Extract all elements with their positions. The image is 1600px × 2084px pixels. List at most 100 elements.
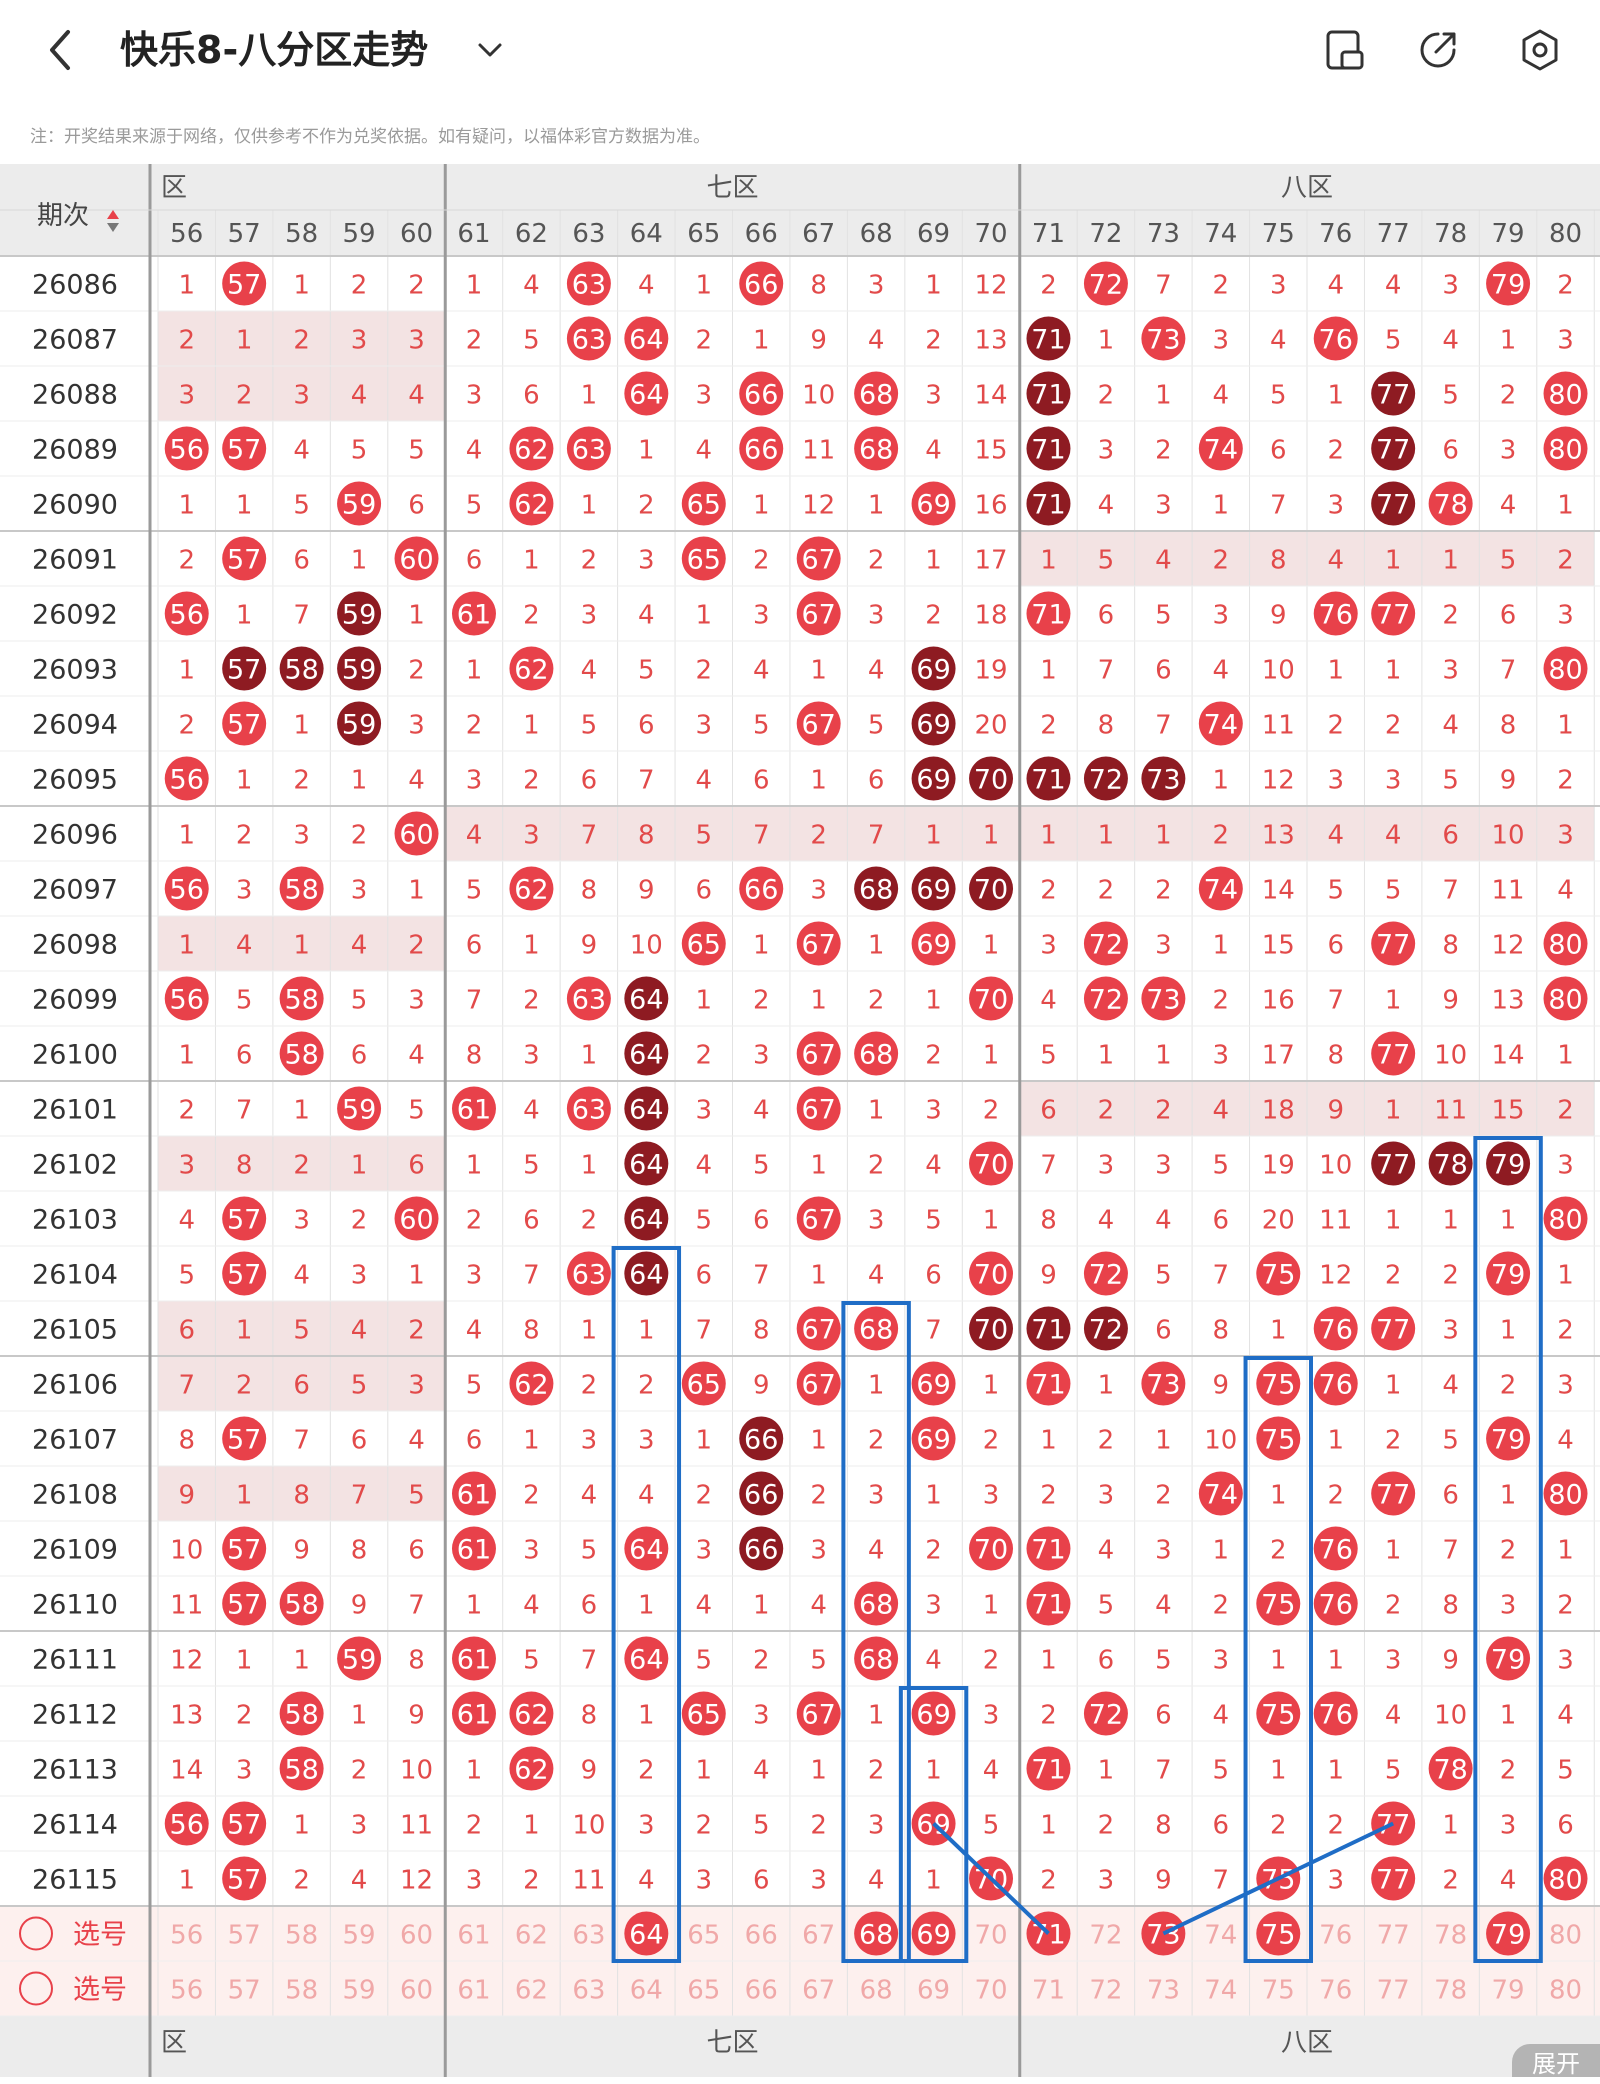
miss-count: 4 [1155, 1591, 1172, 1621]
ball-number: 66 [744, 435, 778, 466]
pick-number[interactable]: 56 [170, 1976, 203, 2006]
pick-number[interactable]: 66 [745, 1921, 778, 1951]
pick-number[interactable]: 69 [917, 1976, 950, 2006]
pick-number[interactable]: 77 [1377, 1976, 1410, 2006]
pick-number[interactable]: 62 [515, 1976, 548, 2006]
layout-toggle-icon[interactable] [1320, 26, 1368, 74]
pick-number[interactable]: 80 [1549, 1921, 1582, 1951]
pick-number[interactable]: 70 [974, 1976, 1007, 2006]
pick-number[interactable]: 76 [1319, 1921, 1352, 1951]
drawn-ball [1083, 756, 1128, 801]
pick-number[interactable]: 74 [1204, 1976, 1237, 2006]
miss-count: 1 [293, 271, 310, 301]
pick-number[interactable]: 66 [745, 1976, 778, 2006]
drawn-ball [796, 921, 841, 966]
pick-number[interactable]: 65 [687, 1976, 720, 2006]
selected-ball[interactable] [1486, 1911, 1531, 1956]
pick-number[interactable]: 67 [802, 1976, 835, 2006]
pick-number[interactable]: 58 [285, 1921, 318, 1951]
pick-number[interactable]: 64 [630, 1976, 663, 2006]
ball-number: 63 [572, 435, 606, 466]
selected-ball[interactable] [1256, 1911, 1301, 1956]
trend-line [1162, 1821, 1395, 1936]
drawn-ball [911, 756, 956, 801]
miss-count: 4 [236, 931, 253, 961]
miss-count: 4 [1442, 326, 1459, 356]
pick-number[interactable]: 59 [343, 1921, 376, 1951]
pick-number[interactable]: 77 [1377, 1921, 1410, 1951]
share-icon[interactable] [1414, 26, 1462, 74]
pick-number[interactable]: 71 [1032, 1976, 1065, 2006]
pick-number[interactable]: 60 [400, 1921, 433, 1951]
miss-count: 3 [1327, 1866, 1344, 1896]
pick-radio[interactable] [19, 1971, 53, 2006]
pick-number[interactable]: 59 [343, 1976, 376, 2006]
pick-radio[interactable] [19, 1916, 53, 1951]
miss-count: 1 [1098, 821, 1115, 851]
selected-ball[interactable] [854, 1911, 899, 1956]
miss-count: 15 [1492, 1096, 1525, 1126]
miss-count: 5 [1442, 766, 1459, 796]
drawn-ball [1543, 371, 1588, 416]
pick-number[interactable]: 72 [1089, 1921, 1122, 1951]
expand-button[interactable]: 展开 [1512, 2044, 1600, 2078]
miss-count: 2 [983, 1646, 1000, 1676]
pick-number[interactable]: 68 [860, 1976, 893, 2006]
drawn-ball [1026, 1306, 1071, 1351]
pick-number[interactable]: 61 [457, 1976, 490, 2006]
pick-number[interactable]: 65 [687, 1921, 720, 1951]
selected-number[interactable]: 73 [1146, 1920, 1180, 1951]
ball-number: 62 [514, 1370, 548, 1401]
miss-count: 4 [1557, 1426, 1574, 1456]
pick-number[interactable]: 67 [802, 1921, 835, 1951]
pick-number[interactable]: 70 [974, 1921, 1007, 1951]
pick-number[interactable]: 57 [228, 1976, 261, 2006]
ball-number: 76 [1319, 1535, 1353, 1566]
miss-count: 7 [868, 821, 885, 851]
pick-number[interactable]: 60 [400, 1976, 433, 2006]
pick-number[interactable]: 78 [1434, 1976, 1467, 2006]
pick-number[interactable]: 76 [1319, 1976, 1352, 2006]
selected-ball[interactable] [911, 1911, 956, 1956]
pick-number[interactable]: 57 [228, 1921, 261, 1951]
sort-asc-icon[interactable] [107, 210, 119, 219]
chevron-down-icon[interactable] [470, 30, 510, 70]
settings-icon[interactable] [1516, 26, 1564, 74]
pick-number[interactable]: 62 [515, 1921, 548, 1951]
pick-number[interactable]: 72 [1089, 1976, 1122, 2006]
miss-count: 1 [810, 766, 827, 796]
miss-count: 12 [1319, 1261, 1352, 1291]
miss-count: 2 [581, 546, 598, 576]
pick-number[interactable]: 73 [1147, 1976, 1180, 2006]
pick-number[interactable]: 78 [1434, 1921, 1467, 1951]
pick-number[interactable]: 58 [285, 1976, 318, 2006]
period-header[interactable]: 期次 [37, 201, 89, 231]
miss-count: 3 [1155, 1151, 1172, 1181]
pick-number[interactable]: 63 [572, 1976, 605, 2006]
selected-number[interactable]: 75 [1261, 1920, 1295, 1951]
page-title[interactable]: 快乐8-八分区走势 [120, 28, 429, 72]
pick-number[interactable]: 61 [457, 1921, 490, 1951]
sort-desc-icon[interactable] [107, 223, 119, 232]
drawn-ball [1026, 591, 1071, 636]
miss-count: 1 [868, 1701, 885, 1731]
pick-number[interactable]: 74 [1204, 1921, 1237, 1951]
ball-number: 57 [227, 1590, 261, 1621]
selected-number[interactable]: 69 [916, 1920, 950, 1951]
pick-number[interactable]: 80 [1549, 1976, 1582, 2006]
selected-number[interactable]: 79 [1491, 1920, 1525, 1951]
miss-count: 3 [983, 1481, 1000, 1511]
selected-number[interactable]: 68 [859, 1920, 893, 1951]
pick-number[interactable]: 75 [1262, 1976, 1295, 2006]
miss-count: 7 [408, 1591, 425, 1621]
selected-number[interactable]: 64 [629, 1920, 663, 1951]
miss-count: 4 [1557, 1701, 1574, 1731]
pick-number[interactable]: 63 [572, 1921, 605, 1951]
miss-count: 2 [351, 271, 368, 301]
chevron-left-icon[interactable] [38, 24, 86, 76]
miss-count: 1 [1270, 1481, 1287, 1511]
selected-ball[interactable] [624, 1911, 669, 1956]
pick-number[interactable]: 56 [170, 1921, 203, 1951]
drawn-ball [279, 1581, 324, 1626]
pick-number[interactable]: 79 [1492, 1976, 1525, 2006]
